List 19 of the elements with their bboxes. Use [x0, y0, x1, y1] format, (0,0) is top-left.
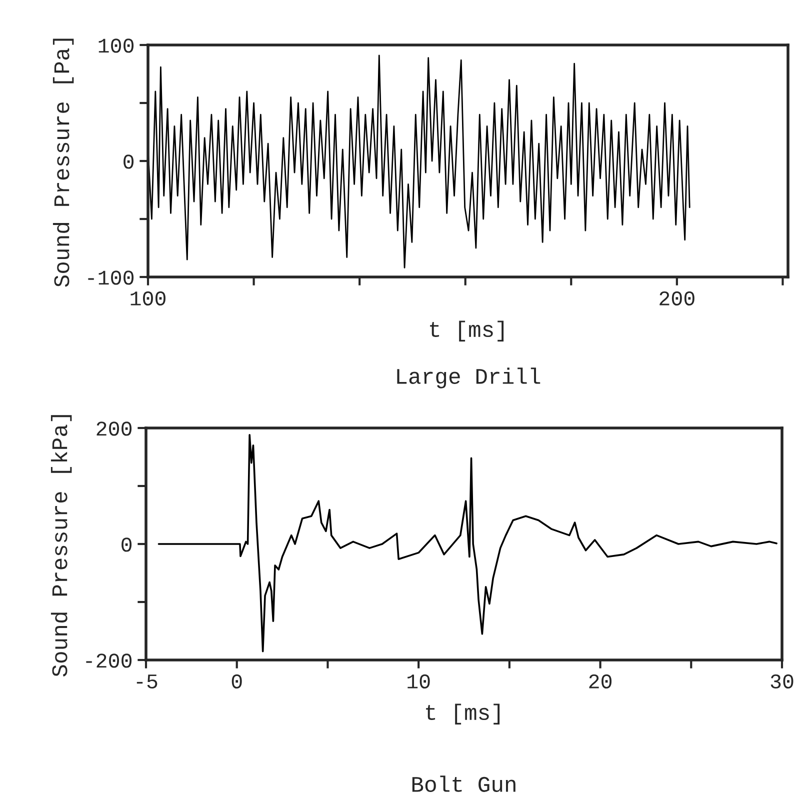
y-tick-label: 200 [96, 422, 132, 436]
y-axis-title: Sound Pressure [Pa] [52, 38, 74, 287]
line-series [158, 434, 778, 652]
y-tick-label: 100 [98, 38, 134, 53]
x-tick-label: 20 [589, 674, 612, 688]
y-tick-label: -100 [88, 270, 134, 285]
x-tick-label: 30 [770, 674, 794, 688]
x-axis-title: t [ms] [430, 320, 504, 342]
x-axis-title: t [ms] [426, 704, 500, 724]
x-tick-label: 10 [408, 674, 430, 688]
x-tick-label: 0 [232, 674, 242, 688]
y-axis-title: Sound Pressure [kPa] [50, 415, 72, 677]
text: Large Drill [397, 368, 540, 388]
y-tick-label: 0 [122, 538, 132, 552]
x-tick-label: -5 [136, 674, 158, 688]
y-tick-label: -200 [86, 654, 132, 668]
text: Bolt Gun [412, 776, 516, 792]
y-tick-label: 0 [124, 154, 134, 169]
line-series [148, 54, 690, 268]
